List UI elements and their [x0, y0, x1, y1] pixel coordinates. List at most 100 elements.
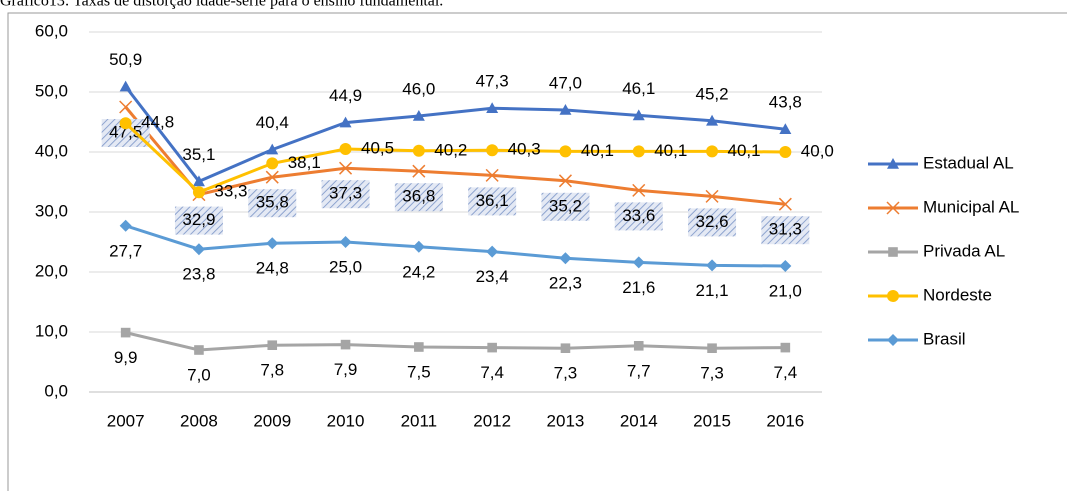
marker [412, 144, 425, 157]
data-label: 40,4 [256, 113, 289, 132]
x-tick-label: 2010 [327, 411, 365, 430]
marker [558, 174, 572, 188]
data-label: 46,1 [622, 79, 655, 98]
marker [485, 168, 499, 182]
marker [779, 146, 792, 158]
marker [706, 145, 719, 158]
label-box [321, 180, 370, 209]
marker [412, 110, 425, 121]
y-tick-label: 30,0 [35, 201, 68, 220]
marker [339, 116, 352, 128]
series-line [124, 106, 786, 206]
data-label: 35,8 [256, 193, 289, 212]
data-label: 40,5 [361, 138, 394, 157]
marker [559, 252, 572, 265]
data-label: 46,0 [402, 79, 435, 98]
data-label: 33,6 [622, 206, 655, 225]
data-label: 7,3 [554, 364, 578, 383]
data-label: 47,0 [549, 73, 582, 92]
marker [414, 342, 424, 352]
data-label: 35,2 [549, 196, 582, 215]
legend-label: Brasil [923, 329, 966, 348]
x-tick-label: 2008 [180, 411, 218, 430]
data-label: 21,1 [696, 281, 729, 300]
data-label: 22,3 [549, 274, 582, 293]
data-label: 40,0 [801, 141, 834, 160]
marker [560, 343, 571, 353]
label-box [394, 183, 443, 212]
data-label: 25,0 [329, 257, 362, 276]
data-label: 32,6 [696, 212, 729, 231]
y-tick-label: 60,0 [35, 21, 68, 40]
data-label: 24,2 [402, 262, 435, 281]
x-tick-label: 2016 [766, 411, 804, 430]
data-label: 7,0 [187, 365, 211, 384]
label-box [174, 206, 223, 235]
marker [778, 197, 792, 211]
data-label: 44,9 [329, 86, 362, 105]
marker [559, 104, 572, 115]
label-box [248, 189, 297, 218]
marker [194, 345, 204, 355]
marker [486, 245, 499, 258]
data-label: 24,8 [256, 259, 289, 278]
data-label: 35,1 [182, 145, 215, 164]
data-label: 7,8 [260, 361, 284, 380]
marker [706, 114, 719, 126]
data-label: 43,8 [769, 93, 802, 112]
marker [192, 186, 205, 199]
legend-label: Nordeste [923, 285, 992, 304]
marker [632, 256, 645, 269]
marker [632, 109, 645, 121]
y-tick-label: 0,0 [44, 381, 68, 400]
marker [887, 334, 899, 346]
data-label: 40,2 [434, 140, 467, 159]
data-label: 36,8 [402, 187, 435, 206]
marker [779, 260, 792, 272]
label-box [761, 216, 810, 245]
marker [192, 243, 205, 256]
marker [339, 236, 352, 248]
marker [707, 343, 717, 353]
data-label: 7,9 [334, 360, 358, 379]
data-label: 23,4 [476, 267, 509, 286]
marker [119, 100, 133, 114]
label-box [468, 187, 517, 216]
chart-frame [7, 12, 1067, 491]
data-label: 37,3 [329, 184, 362, 203]
marker [887, 158, 899, 169]
data-label: 40,3 [508, 140, 541, 159]
data-label: 36,1 [476, 191, 509, 210]
marker [486, 144, 499, 157]
marker [705, 189, 719, 203]
legend-label: Privada AL [923, 241, 1005, 260]
marker [412, 164, 426, 178]
y-tick-label: 40,0 [35, 141, 68, 160]
y-tick-label: 10,0 [35, 321, 68, 340]
legend-label: Estadual AL [923, 153, 1014, 172]
marker [632, 145, 645, 158]
data-label: 44,8 [141, 113, 174, 132]
marker [339, 143, 352, 155]
x-tick-label: 2014 [620, 411, 658, 430]
data-label: 31,3 [769, 220, 802, 239]
chart-title: Gráfico13: Taxas de distorção idade-séri… [0, 0, 443, 10]
data-label: 9,9 [114, 348, 138, 367]
marker [706, 259, 719, 272]
x-tick-label: 2012 [473, 411, 511, 430]
marker [633, 341, 644, 351]
data-label: 7,5 [407, 362, 431, 381]
marker [267, 340, 278, 350]
marker [487, 342, 497, 353]
label-box [614, 202, 663, 231]
marker [779, 123, 792, 134]
series-line [125, 224, 786, 268]
marker [632, 183, 646, 197]
y-tick-label: 50,0 [35, 81, 68, 100]
data-label: 47,3 [476, 72, 509, 91]
data-label: 7,4 [774, 363, 798, 382]
legend-label: Municipal AL [923, 197, 1019, 216]
marker [486, 102, 499, 113]
series-line [124, 122, 786, 194]
series-line [124, 85, 786, 184]
